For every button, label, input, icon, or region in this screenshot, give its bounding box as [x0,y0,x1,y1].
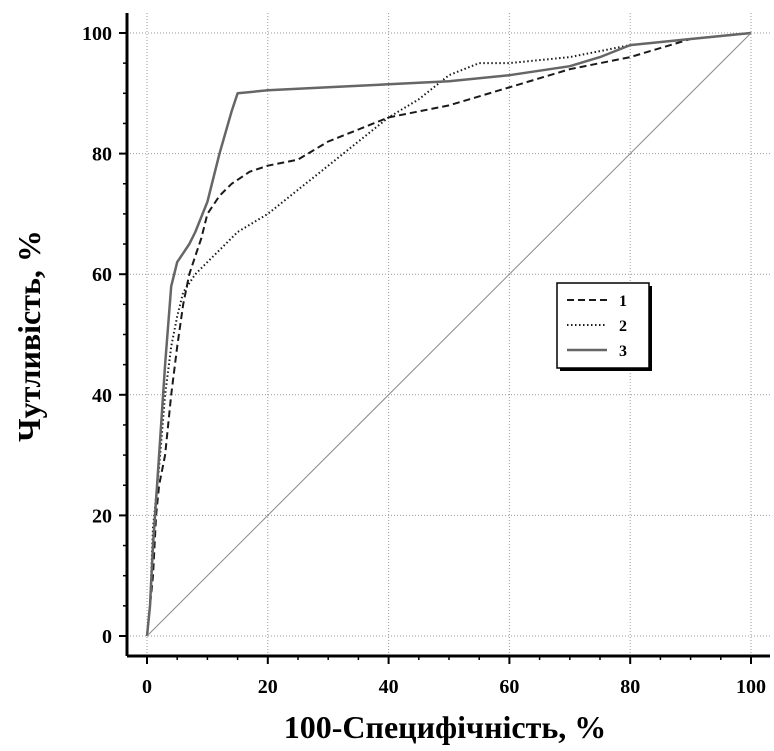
series-lines [145,31,752,637]
series-line-1 [146,32,752,637]
reference-diagonal-line [146,32,752,637]
legend-label-2: 2 [619,318,627,335]
y-tick-label: 40 [92,385,112,407]
x-tick-label: 0 [142,676,152,698]
y-tick-label: 80 [92,144,112,166]
y-tick-label: 60 [92,264,112,286]
x-tick-label: 20 [258,676,278,698]
tick-labels: 0 20 40 60 80 100 0 20 40 60 80 100 [82,23,766,698]
grid [127,13,770,656]
legend: 1 2 3 [556,282,652,371]
legend-label-3: 3 [619,343,627,360]
y-axis-title: Чутливість, % [11,230,47,442]
x-tick-label: 80 [620,676,640,698]
series-line-3 [145,31,752,637]
x-tick-label: 100 [736,676,766,698]
x-tick-label: 40 [379,676,399,698]
legend-label-1: 1 [619,293,627,310]
y-tick-label: 0 [102,626,112,648]
y-tick-label: 100 [82,23,112,45]
axes [119,13,770,664]
y-tick-label: 20 [92,505,112,527]
x-axis-title: 100-Специфічність, % [284,709,607,745]
x-tick-label: 60 [499,676,519,698]
